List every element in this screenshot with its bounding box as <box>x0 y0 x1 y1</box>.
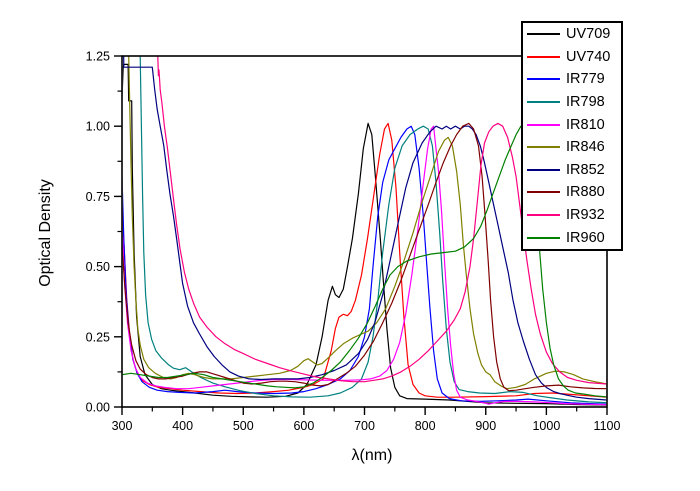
legend-label: IR932 <box>566 207 605 224</box>
x-tick-label: 300 <box>112 419 133 433</box>
y-tick-label: 0.00 <box>86 401 110 415</box>
curve-IR779 <box>122 125 607 405</box>
legend-entry-IR932: IR932 <box>523 204 621 227</box>
legend-label: IR798 <box>566 94 605 111</box>
x-tick-label: 900 <box>475 419 496 433</box>
legend-label: UV740 <box>566 48 611 65</box>
legend-line-swatch <box>527 123 560 126</box>
legend-entry-UV740: UV740 <box>523 46 621 69</box>
y-axis-label: Optical Density <box>37 179 54 287</box>
legend-entry-IR846: IR846 <box>523 136 621 159</box>
legend-line-swatch <box>527 191 560 194</box>
legend-label: IR880 <box>566 184 605 201</box>
legend-entry-IR779: IR779 <box>523 68 621 91</box>
x-tick-label: 1000 <box>532 419 560 433</box>
x-tick-label: 1100 <box>594 419 621 433</box>
legend-label: IR852 <box>566 161 605 178</box>
legend-entry-IR810: IR810 <box>523 113 621 136</box>
legend-entry-IR960: IR960 <box>523 226 621 249</box>
legend-label: UV709 <box>566 26 611 43</box>
legend-entry-IR880: IR880 <box>523 181 621 204</box>
legend-line-swatch <box>527 168 560 171</box>
y-tick-label: 1.00 <box>86 120 110 134</box>
y-tick-label: 0.75 <box>86 190 110 204</box>
x-tick-label: 800 <box>415 419 436 433</box>
legend-label: IR810 <box>566 116 605 133</box>
legend-line-swatch <box>527 78 560 81</box>
x-tick-label: 600 <box>293 419 314 433</box>
x-tick-label: 400 <box>172 419 193 433</box>
legend-entry-IR852: IR852 <box>523 159 621 182</box>
legend-line-swatch <box>527 101 560 104</box>
legend-label: IR846 <box>566 139 605 156</box>
y-tick-label: 0.25 <box>86 330 110 344</box>
axis-tick-labels: 300 400 500 600 700 800 900 1000 1100 0.00 0.25 0.5… <box>86 50 621 434</box>
legend-line-swatch <box>527 236 560 239</box>
legend-label: IR960 <box>566 229 605 246</box>
curve-UV740 <box>122 122 607 398</box>
legend-line-swatch <box>527 214 560 217</box>
y-tick-label: 1.25 <box>86 50 110 64</box>
legend-line-swatch <box>527 55 560 58</box>
legend-label: IR779 <box>566 71 605 88</box>
curve-IR880 <box>122 122 607 392</box>
spectra-curves <box>122 56 607 406</box>
legend-entry-IR798: IR798 <box>523 91 621 114</box>
x-tick-label: 500 <box>233 419 254 433</box>
curve-IR798 <box>139 56 607 404</box>
x-tick-label: 700 <box>354 419 375 433</box>
legend-line-swatch <box>527 33 560 36</box>
curve-IR810 <box>122 125 607 406</box>
y-tick-label: 0.50 <box>86 260 110 274</box>
legend: UV709 UV740 IR779 IR798 IR810 IR846 IR852 IR880… <box>521 21 623 251</box>
curve-IR846 <box>128 56 607 390</box>
curve-IR960 <box>122 125 607 398</box>
legend-line-swatch <box>527 146 560 149</box>
curve-IR852 <box>123 56 607 401</box>
x-axis-label: λ(nm) <box>352 447 393 464</box>
legend-entry-UV709: UV709 <box>523 23 621 46</box>
